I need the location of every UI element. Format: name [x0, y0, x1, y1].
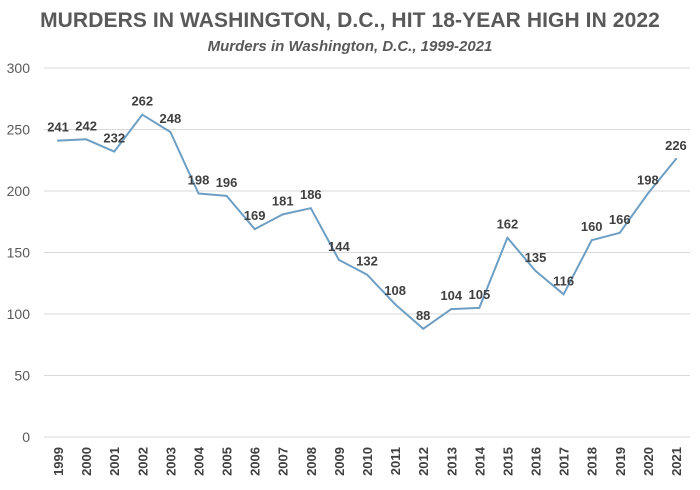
x-tick-label: 1999 [51, 447, 66, 476]
data-label: 162 [497, 217, 519, 232]
series-line-group [57, 113, 677, 330]
data-point [337, 258, 340, 261]
data-point [450, 308, 453, 311]
x-tick-label: 2010 [360, 447, 375, 476]
y-tick-label: 300 [7, 60, 31, 76]
data-label: 226 [665, 138, 687, 153]
data-label: 105 [468, 287, 490, 302]
data-label: 169 [244, 208, 266, 223]
data-point [534, 269, 537, 272]
y-tick-label: 50 [14, 368, 30, 384]
data-label: 144 [328, 239, 350, 254]
data-label: 198 [188, 172, 210, 187]
data-label: 248 [160, 111, 182, 126]
x-tick-label: 2008 [304, 447, 319, 476]
x-tick-label: 2003 [163, 447, 178, 476]
x-tick-label: 2011 [388, 447, 403, 475]
data-label: 160 [581, 219, 603, 234]
x-tick-label: 2013 [444, 447, 459, 476]
x-tick-label: 2019 [613, 447, 628, 476]
data-label: 196 [216, 175, 238, 190]
data-label: 104 [440, 288, 462, 303]
data-point [169, 130, 172, 133]
x-tick-label: 2014 [472, 446, 487, 476]
data-point [225, 194, 228, 197]
y-tick-label: 0 [22, 429, 30, 445]
data-point [478, 306, 481, 309]
x-tick-label: 2012 [416, 447, 431, 476]
x-axis-ticks: 1999 2000 2001 2002 2003 2004 2005 2006 2007 2008… [51, 446, 684, 476]
data-label: 186 [300, 187, 322, 202]
chart-title: MURDERS IN WASHINGTON, D.C., HIT 18-YEAR… [40, 9, 660, 32]
data-label: 242 [75, 118, 97, 133]
data-label: 88 [416, 308, 430, 323]
x-tick-label: 2016 [529, 447, 544, 476]
x-tick-label: 2020 [641, 447, 656, 476]
data-point [281, 213, 284, 216]
x-tick-label: 2002 [135, 447, 150, 476]
data-label: 108 [384, 283, 406, 298]
data-point [253, 228, 256, 231]
data-label: 232 [103, 131, 125, 146]
data-point [113, 150, 116, 153]
x-tick-label: 2001 [107, 447, 122, 476]
data-label: 241 [47, 120, 69, 135]
x-tick-label: 2018 [585, 447, 600, 476]
x-tick-label: 2009 [332, 447, 347, 476]
gridlines [44, 67, 690, 438]
x-tick-label: 2021 [669, 447, 684, 476]
data-point [85, 138, 88, 141]
data-label: 132 [356, 254, 378, 269]
data-label: 166 [609, 212, 631, 227]
y-tick-label: 150 [7, 245, 31, 261]
x-tick-label: 2007 [276, 447, 291, 476]
data-point [141, 113, 144, 116]
data-labels: 241 242 232 262 248 198 196 169 181 186 144 132 108 8… [47, 94, 687, 323]
data-point [309, 207, 312, 210]
x-tick-label: 2000 [79, 447, 94, 476]
y-tick-label: 100 [7, 306, 31, 322]
y-axis-ticks: 0 50 100 150 200 250 300 [7, 60, 31, 445]
data-point [590, 239, 593, 242]
data-label: 262 [131, 94, 153, 109]
data-point [366, 273, 368, 276]
data-point [422, 327, 425, 330]
chart-subtitle: Murders in Washington, D.C., 1999-2021 [207, 38, 493, 55]
y-tick-label: 200 [7, 183, 31, 199]
data-label: 135 [525, 250, 547, 265]
data-point [646, 192, 649, 195]
data-point [506, 236, 509, 239]
x-tick-label: 2017 [557, 447, 572, 476]
x-tick-label: 2015 [500, 447, 515, 476]
data-label: 181 [272, 193, 294, 208]
x-tick-label: 2006 [248, 447, 263, 476]
data-label: 198 [637, 172, 659, 187]
y-tick-label: 250 [7, 122, 31, 138]
data-point [674, 158, 677, 161]
data-point [197, 192, 200, 195]
data-point [618, 231, 621, 234]
data-label: 116 [553, 273, 574, 288]
data-point [57, 139, 60, 142]
data-point [562, 293, 565, 296]
data-point [394, 303, 397, 306]
x-tick-label: 2004 [191, 446, 206, 476]
x-tick-label: 2005 [220, 447, 235, 476]
